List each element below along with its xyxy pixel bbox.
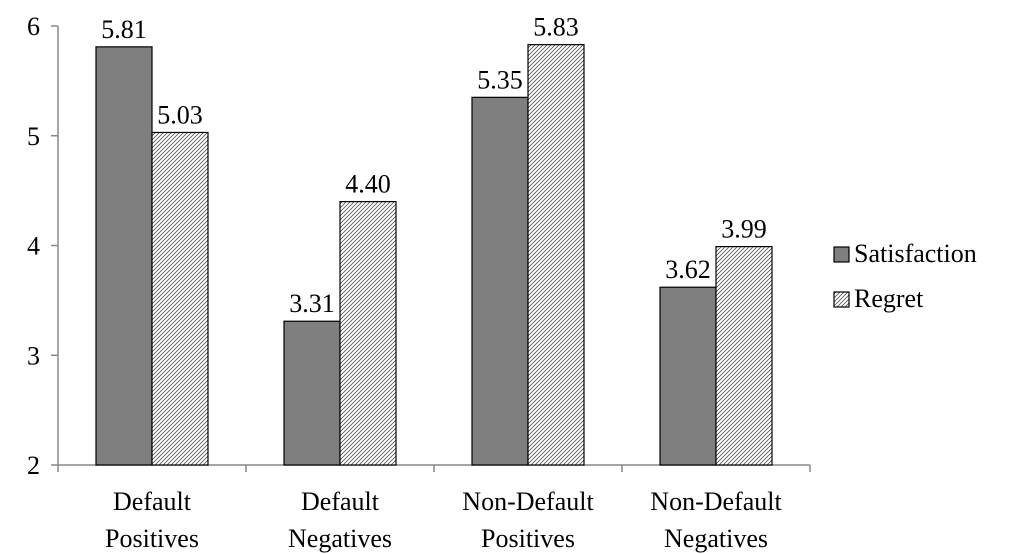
y-tick-label: 3 <box>27 341 40 370</box>
bar-regret <box>339 201 397 466</box>
x-category-label: Positives <box>105 524 199 553</box>
bar-regret <box>715 245 773 466</box>
legend-swatch-regret <box>833 291 850 308</box>
y-tick-label: 2 <box>27 451 40 480</box>
bar-satisfaction <box>659 286 717 466</box>
y-tick-label: 4 <box>27 232 40 261</box>
x-category-label: Non-Default <box>462 487 594 516</box>
bar-satisfaction <box>471 96 529 466</box>
x-category-label: Default <box>301 487 380 516</box>
legend-swatch-satisfaction <box>833 246 850 263</box>
bar-satisfaction <box>283 320 341 466</box>
data-label: 5.35 <box>477 65 523 94</box>
legend: Satisfaction Regret <box>833 239 977 313</box>
y-tick-label: 5 <box>27 122 40 151</box>
legend-label-satisfaction: Satisfaction <box>854 239 977 268</box>
data-label: 5.03 <box>157 100 203 129</box>
x-category-label: Negatives <box>664 524 768 553</box>
data-label: 3.31 <box>289 289 335 318</box>
bar-regret <box>527 44 585 466</box>
data-label: 5.83 <box>533 13 579 42</box>
x-category-label: Negatives <box>288 524 392 553</box>
x-category-label: Non-Default <box>650 487 782 516</box>
x-category-label: Positives <box>481 524 575 553</box>
y-tick-label: 6 <box>27 12 40 41</box>
bar-regret <box>151 131 209 466</box>
plot-area: 2 3 4 5 6 Default Positives 5.81 5.03 Default Nega… <box>27 12 811 553</box>
data-label: 3.62 <box>665 255 711 284</box>
data-label: 4.40 <box>345 170 391 199</box>
legend-label-regret: Regret <box>854 284 924 313</box>
data-label: 5.81 <box>101 15 147 44</box>
data-label: 3.99 <box>721 215 767 244</box>
x-category-label: Default <box>113 487 192 516</box>
bar-satisfaction <box>95 46 153 466</box>
